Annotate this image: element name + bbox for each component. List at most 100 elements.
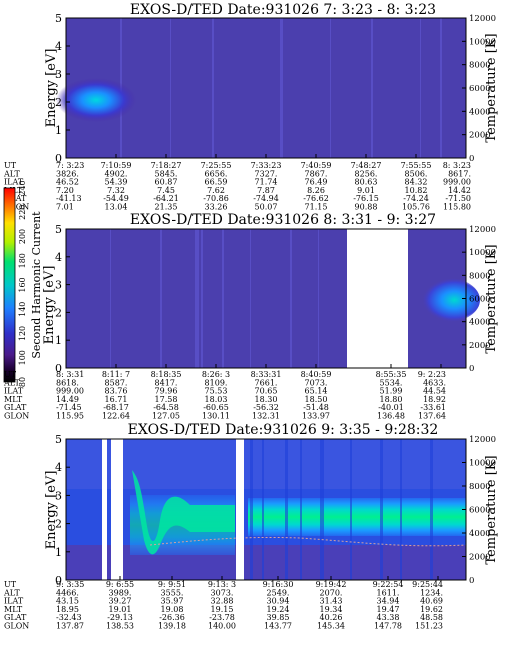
orbit-cell: 5534. [380, 378, 403, 387]
panel-3-title: EXOS-D/TED Date:931026 9: 3:35 - 9:28:32 [128, 422, 439, 438]
orbit-cell: -32.43 [56, 613, 82, 622]
orbit-cell: 60.87 [155, 178, 178, 187]
left-tick-label: 5 [55, 433, 62, 446]
stripe [350, 439, 352, 580]
right-tick-label: 0 [469, 154, 474, 164]
orbit-cell: 84.32 [405, 178, 428, 187]
orbit-cell: 65.14 [305, 387, 328, 396]
stripe [280, 18, 282, 158]
stripe [195, 229, 199, 368]
orbit-cell: 122.64 [102, 412, 130, 421]
left-tick-label: 0 [55, 152, 62, 165]
right-tick-label: 0 [469, 576, 474, 586]
orbit-cell: 145.34 [317, 622, 345, 631]
panel-3-temperature-trace [149, 536, 467, 547]
panel-2: EXOS-D/TED Date:931026 8: 3:31 - 9: 3:27… [3, 212, 499, 421]
orbit-cell: 9:19:42 [316, 580, 347, 589]
stripe [318, 229, 319, 368]
right-tick-label: 6000 [469, 506, 491, 516]
stripe [430, 439, 433, 580]
stripe [290, 229, 292, 368]
orbit-cell: 137.64 [418, 412, 446, 421]
orbit-cell: 105.76 [402, 203, 430, 212]
orbit-cell: 115.80 [443, 203, 471, 212]
orbit-cell: 4902. [105, 169, 128, 178]
stripe [282, 18, 283, 158]
stripe [250, 439, 253, 580]
right-tick-label: 2000 [469, 341, 491, 351]
orbit-cell: 54.39 [105, 178, 128, 187]
stripe [170, 18, 171, 158]
orbit-cell: -23.78 [209, 613, 235, 622]
panel-3-high-energy [66, 439, 466, 489]
orbit-cell: 8: 3:23 [443, 161, 471, 170]
left-tick-label: 2 [55, 96, 62, 109]
orbit-cell: 30.94 [267, 597, 290, 606]
orbit-cell: 19.15 [211, 605, 234, 614]
panel-2-ylabel-right: Temperature [K] [484, 244, 499, 353]
orbit-cell: 7.20 [56, 186, 74, 195]
orbit-cell: -64.58 [153, 403, 179, 412]
stripe [110, 229, 111, 368]
orbit-cell: 31.43 [320, 597, 343, 606]
right-tick-label: 4000 [469, 318, 491, 328]
colorbar-tick-label: 200 [18, 229, 27, 244]
panel-3-low-energy [66, 545, 466, 580]
orbit-cell: 14.42 [448, 186, 471, 195]
orbit-cell: -70.86 [203, 194, 229, 203]
colorbar-tick-label: 120 [18, 326, 27, 341]
orbit-cell: 999.00 [443, 178, 471, 187]
orbit-cell: 7327. [255, 169, 278, 178]
orbit-cell: 9: 6:55 [106, 580, 134, 589]
panel-1-ylabel: Energy [eV] [44, 49, 59, 128]
panel-1-axes: 0 1 2 3 4 5 0 2000 4000 6000 8000 10000 12000 [55, 12, 496, 165]
orbit-row-label: ALT [3, 169, 20, 178]
orbit-cell: -40.01 [378, 403, 404, 412]
orbit-cell: 151.23 [415, 622, 443, 631]
orbit-cell: 132.31 [252, 412, 280, 421]
orbit-cell: -29.13 [107, 613, 133, 622]
orbit-cell: 7073. [305, 378, 328, 387]
right-tick-label: 8000 [469, 271, 491, 281]
colorbar-tick-label: 160 [18, 277, 27, 292]
orbit-cell: 139.18 [158, 622, 186, 631]
orbit-cell: -54.49 [103, 194, 129, 203]
panel-2-axes: 0 1 2 3 4 5 0 2000 4000 6000 8000 10000 12000 [55, 223, 496, 375]
orbit-cell: 14.49 [56, 395, 79, 404]
orbit-cell: 80.63 [355, 178, 378, 187]
orbit-cell: 18.95 [56, 605, 79, 614]
orbit-cell: 9:16:30 [263, 580, 294, 589]
orbit-cell: -74.94 [253, 194, 279, 203]
panel-1-plot [66, 18, 466, 158]
orbit-cell: 9: 3:35 [56, 580, 84, 589]
orbit-cell: 34.94 [377, 597, 400, 606]
colorbar-tick-label: 140 [18, 302, 27, 317]
colorbar-tick-label: 100 [18, 350, 27, 365]
orbit-cell: 66.59 [205, 178, 228, 187]
orbit-row-label: GLAT [4, 403, 27, 412]
panel-3-band-right [248, 498, 466, 536]
orbit-cell: 13.04 [105, 203, 128, 212]
orbit-cell: 9.01 [357, 186, 375, 195]
orbit-cell: 7: 3:23 [56, 161, 84, 170]
right-tick-label: 8000 [469, 482, 491, 492]
orbit-cell: 75.53 [205, 387, 228, 396]
orbit-cell: 21.35 [155, 203, 178, 212]
stripe [400, 439, 402, 580]
orbit-cell: 8:33:31 [251, 370, 282, 379]
orbit-cell: 39.85 [267, 613, 290, 622]
orbit-cell: 8:11: 7 [102, 370, 130, 379]
panel-3-wave-feature [132, 470, 235, 555]
panel-2-title: EXOS-D/TED Date:931026 8: 3:31 - 9: 3:27 [130, 212, 436, 228]
orbit-cell: 33.26 [205, 203, 228, 212]
orbit-row-label: GLAT [4, 194, 27, 203]
orbit-cell: 7:25:55 [201, 161, 232, 170]
right-tick-label: 10000 [469, 459, 496, 469]
orbit-cell: -64.21 [153, 194, 179, 203]
orbit-cell: 136.48 [377, 412, 405, 421]
orbit-cell: 90.88 [355, 203, 378, 212]
orbit-row-label: MLT [4, 605, 23, 614]
orbit-cell: 50.07 [255, 203, 278, 212]
